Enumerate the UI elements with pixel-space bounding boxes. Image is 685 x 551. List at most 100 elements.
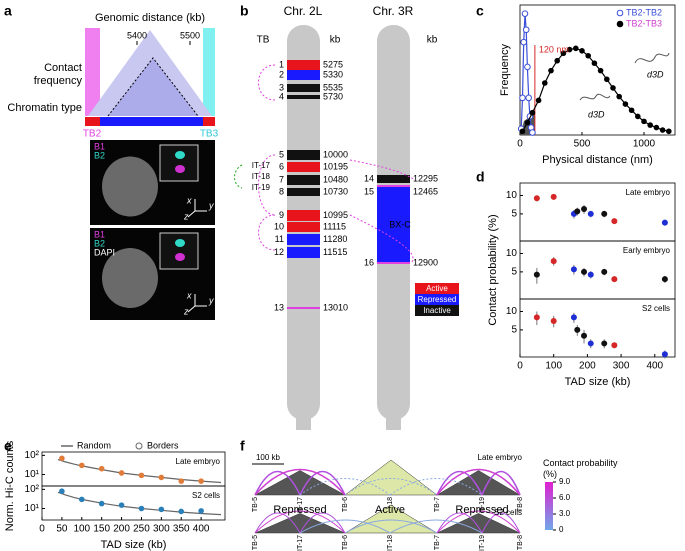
band-label: 9 bbox=[279, 210, 284, 220]
point bbox=[587, 210, 594, 217]
point bbox=[542, 80, 548, 86]
boundary-label: IT-18 bbox=[387, 497, 394, 513]
point bbox=[560, 50, 567, 57]
decoration bbox=[287, 70, 320, 80]
decoration bbox=[545, 482, 553, 530]
point bbox=[604, 76, 610, 83]
boundary-label: TB-5 bbox=[252, 535, 259, 550]
point bbox=[661, 219, 668, 226]
axis-label: z bbox=[183, 306, 189, 316]
decoration bbox=[287, 150, 320, 160]
x-axis-title: Physical distance (nm) bbox=[542, 154, 653, 166]
point bbox=[585, 52, 591, 59]
row-label: S2 cells bbox=[494, 508, 522, 517]
x-tick-label: 250 bbox=[133, 524, 150, 535]
point bbox=[611, 218, 618, 225]
point bbox=[519, 128, 526, 135]
decoration bbox=[287, 307, 320, 309]
decoration bbox=[187, 305, 196, 313]
boundary-label: TB-7 bbox=[434, 535, 441, 550]
channel-label: DAPI bbox=[94, 247, 115, 257]
decoration bbox=[299, 478, 391, 496]
plot-frame bbox=[519, 4, 676, 136]
decoration bbox=[107, 57, 199, 117]
x-tick-label: 0 bbox=[517, 361, 523, 372]
region-label: BX-C bbox=[389, 219, 411, 229]
band-label: 14 bbox=[364, 173, 374, 183]
decoration bbox=[287, 95, 320, 99]
decoration bbox=[100, 117, 203, 126]
point bbox=[601, 210, 608, 217]
domain-label: Active bbox=[375, 504, 405, 516]
boundary-label: IT-18 bbox=[387, 535, 394, 551]
band-label: 5 bbox=[279, 149, 284, 159]
panel-label: c bbox=[476, 3, 484, 19]
point bbox=[570, 266, 577, 273]
decoration bbox=[254, 470, 301, 496]
point bbox=[529, 129, 536, 136]
border-label: TB3 bbox=[200, 129, 219, 140]
decoration bbox=[175, 165, 185, 173]
point bbox=[158, 506, 165, 513]
decoration bbox=[85, 28, 100, 116]
axis-label: z bbox=[183, 211, 189, 221]
subplot-title: Late embryo bbox=[626, 188, 671, 197]
point bbox=[659, 127, 666, 133]
point bbox=[178, 508, 185, 515]
decoration bbox=[296, 400, 311, 430]
decoration bbox=[616, 20, 624, 28]
decoration bbox=[203, 117, 215, 126]
band-kb: 5330 bbox=[323, 69, 343, 79]
boundary-label: TB-5 bbox=[252, 497, 259, 512]
inner-label: IT-17 bbox=[252, 161, 271, 170]
column-label: TB bbox=[257, 35, 270, 46]
boundary-label: TB-8 bbox=[517, 497, 524, 512]
domain-label: Repressed bbox=[273, 504, 326, 516]
panel-label: a bbox=[4, 3, 12, 19]
x-tick-label: 350 bbox=[173, 524, 190, 535]
tick-label: 5400 bbox=[127, 30, 147, 40]
band-kb: 10995 bbox=[323, 210, 348, 220]
point bbox=[601, 340, 608, 347]
decoration bbox=[287, 222, 320, 232]
decoration bbox=[287, 60, 320, 70]
axis-label: y bbox=[208, 295, 214, 305]
band-kb: 5275 bbox=[323, 59, 343, 69]
y-tick-label: 10² bbox=[25, 484, 40, 495]
point bbox=[581, 268, 588, 275]
chromosome-name: Chr. 3R bbox=[373, 4, 414, 18]
point bbox=[579, 48, 585, 54]
band-kb: 5535 bbox=[323, 82, 343, 92]
point bbox=[118, 502, 125, 508]
decoration bbox=[377, 186, 410, 262]
annotation: d3D bbox=[588, 109, 605, 119]
colorbar-tick-label: 9.0 bbox=[559, 477, 571, 486]
point bbox=[550, 258, 557, 265]
point bbox=[59, 455, 65, 462]
decoration bbox=[159, 232, 199, 270]
plot-frame bbox=[519, 298, 676, 358]
colorbar-tick-label: 3.0 bbox=[559, 509, 571, 518]
row-label: Late embryo bbox=[478, 453, 523, 462]
point bbox=[574, 326, 581, 333]
y-tick-label: 10¹ bbox=[25, 469, 40, 480]
band-label: 7 bbox=[279, 174, 284, 184]
y-axis-title: Frequency bbox=[499, 44, 511, 96]
column-label: kb bbox=[330, 35, 341, 46]
point bbox=[178, 478, 185, 484]
band-label: 2 bbox=[279, 69, 284, 79]
band-label: 10 bbox=[274, 221, 284, 231]
plot-frame bbox=[41, 485, 226, 521]
legend-label: Borders bbox=[147, 440, 179, 450]
decoration bbox=[344, 478, 438, 496]
y-tick-label: 10 bbox=[506, 306, 518, 317]
boundary-label: IT-17 bbox=[297, 497, 304, 513]
decoration bbox=[481, 512, 521, 534]
band-kb: 11515 bbox=[323, 247, 347, 257]
decoration bbox=[386, 400, 401, 430]
decoration bbox=[287, 234, 320, 245]
point bbox=[610, 85, 616, 91]
decoration bbox=[436, 470, 521, 496]
boundary-label: IT-17 bbox=[297, 535, 304, 551]
